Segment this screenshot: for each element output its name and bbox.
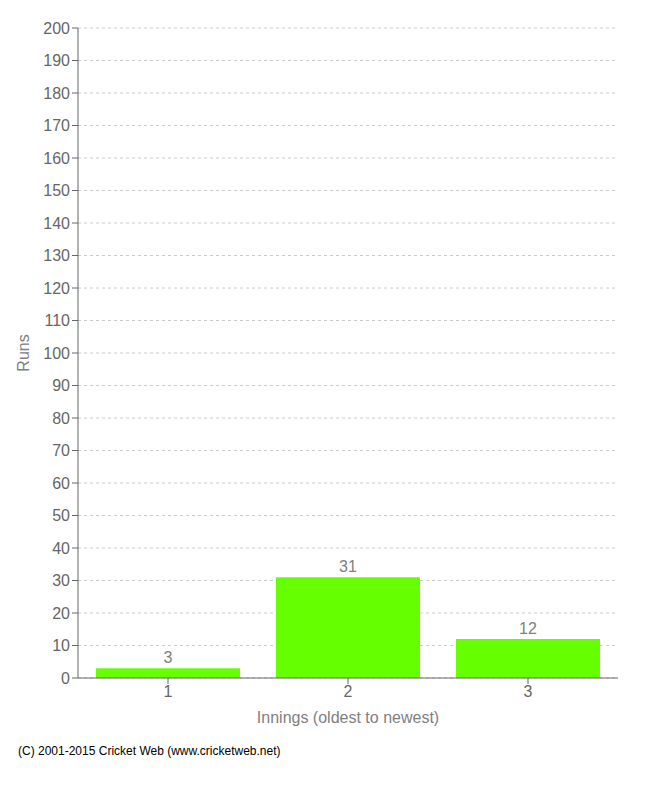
svg-text:3: 3 [164,649,173,666]
svg-text:160: 160 [43,150,70,167]
svg-text:200: 200 [43,20,70,37]
svg-text:30: 30 [52,572,70,589]
svg-text:100: 100 [43,345,70,362]
svg-text:50: 50 [52,507,70,524]
svg-text:10: 10 [52,637,70,654]
html-text:(C) 2001-2015 Cricket Web (www: (C) 2001-2015 Cricket Web (www.cricketwe… [18,744,281,758]
svg-text:150: 150 [43,182,70,199]
svg-text:130: 130 [43,247,70,264]
svg-text:180: 180 [43,85,70,102]
svg-text:90: 90 [52,377,70,394]
svg-text:70: 70 [52,442,70,459]
svg-text:20: 20 [52,605,70,622]
svg-text:1: 1 [164,683,173,700]
svg-text:110: 110 [44,312,70,329]
svg-text:60: 60 [52,475,70,492]
svg-text:3: 3 [524,683,533,700]
svg-text:31: 31 [339,558,357,575]
svg-text:190: 190 [43,52,70,69]
svg-text:Innings (oldest to newest): Innings (oldest to newest) [257,709,439,726]
svg-text:170: 170 [43,117,70,134]
svg-text:Runs: Runs [15,334,32,371]
svg-text:140: 140 [43,215,70,232]
svg-text:40: 40 [52,540,70,557]
svg-text:2: 2 [344,683,353,700]
svg-text:80: 80 [52,410,70,427]
svg-text:12: 12 [519,620,537,637]
svg-text:120: 120 [43,280,70,297]
svg-text:0: 0 [61,670,70,687]
